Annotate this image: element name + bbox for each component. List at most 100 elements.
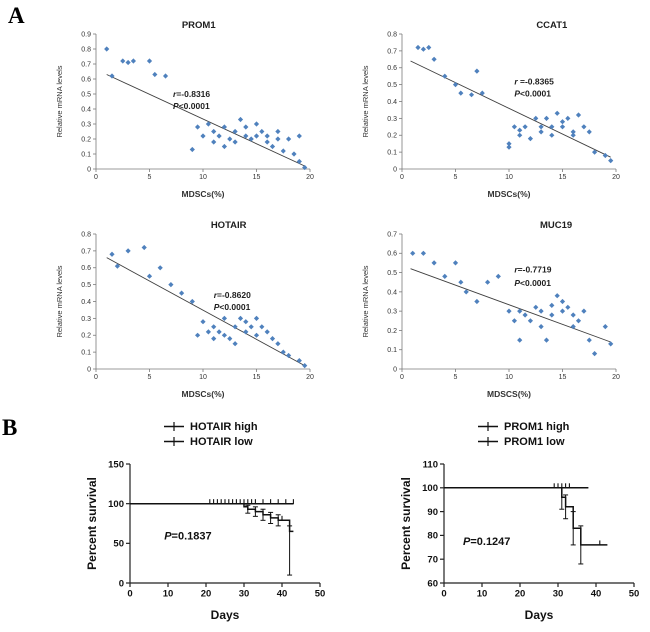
svg-text:10: 10: [505, 374, 513, 381]
p-annotation: P<0.0001: [514, 278, 551, 288]
km_hotair-svg: 0 10 20 30 40 50 0 50 100 150 Days Percent survival…: [85, 421, 326, 622]
svg-text:0.6: 0.6: [81, 265, 91, 272]
svg-text:0.3: 0.3: [81, 316, 91, 323]
km-series-1: [444, 483, 589, 489]
y-axis-label: Relative mRNA levels: [55, 65, 64, 137]
svg-text:0.4: 0.4: [387, 289, 397, 296]
svg-text:0.2: 0.2: [387, 133, 397, 140]
svg-text:0.7: 0.7: [387, 48, 397, 55]
prom1-svg: 0 5 10 15 20 0 0.1 0.2 0.3 0.4 0.5 0.6 0.7 0.8 0.9 MDSC…: [55, 20, 314, 199]
km-hotair-chart: 0 10 20 30 40 50 0 50 100 150 Days Percent survival…: [84, 418, 334, 628]
svg-text:0.3: 0.3: [387, 309, 397, 316]
svg-text:0.6: 0.6: [387, 65, 397, 72]
data-points: [415, 44, 614, 164]
svg-text:0.8: 0.8: [81, 46, 91, 53]
svg-text:20: 20: [306, 174, 314, 181]
r-annotation: r =-0.8365: [514, 77, 554, 87]
svg-text:0: 0: [400, 374, 404, 381]
km_prom1-svg: 0 10 20 30 40 50 60 70 80 90 100 110 Days Percent sur…: [399, 421, 639, 622]
svg-text:0.2: 0.2: [81, 136, 91, 143]
svg-text:0.9: 0.9: [81, 31, 91, 38]
svg-text:0.3: 0.3: [387, 116, 397, 123]
svg-text:0.6: 0.6: [81, 76, 91, 83]
svg-text:0: 0: [400, 174, 404, 181]
panel-b-label: B: [2, 415, 18, 440]
svg-text:50: 50: [113, 539, 124, 550]
survival-grid: 0 10 20 30 40 50 0 50 100 150 Days Percent survival…: [0, 406, 650, 628]
svg-text:0.4: 0.4: [81, 299, 91, 306]
svg-text:90: 90: [427, 507, 438, 518]
svg-text:20: 20: [612, 174, 620, 181]
legend-label: PROM1 low: [504, 436, 565, 448]
km-series-0: [444, 487, 608, 565]
svg-text:0.4: 0.4: [387, 99, 397, 106]
svg-text:0: 0: [87, 166, 91, 173]
svg-text:0.8: 0.8: [387, 31, 397, 38]
y-axis-label: Relative mRNA levels: [55, 265, 64, 337]
ccat1-svg: 0 5 10 15 20 0 0.1 0.2 0.3 0.4 0.5 0.6 0.7 0.8 MDSCs(%…: [361, 20, 620, 199]
data-points: [410, 250, 614, 357]
chart-title: PROM1: [182, 20, 217, 31]
scatter-muc19-chart: 0 5 10 15 20 0 0.1 0.2 0.3 0.4 0.5 0.6 0.7 MDSCS(%) Re…: [358, 216, 628, 406]
scatter-hotair-chart: 0 5 10 15 20 0 0.1 0.2 0.3 0.4 0.5 0.6 0.7 0.8 MDSCs(%…: [52, 216, 322, 406]
svg-text:0.1: 0.1: [81, 151, 91, 158]
p-annotation: P<0.0001: [173, 101, 210, 111]
x-axis-label: Days: [525, 608, 554, 622]
x-axis-label: MDSCs(%): [488, 189, 531, 199]
svg-text:150: 150: [108, 459, 124, 470]
svg-text:0: 0: [127, 589, 132, 600]
svg-text:0: 0: [393, 366, 397, 373]
km-series-1: [130, 499, 294, 505]
svg-text:0.5: 0.5: [387, 82, 397, 89]
scatter-ccat1-chart: 0 5 10 15 20 0 0.1 0.2 0.3 0.4 0.5 0.6 0.7 0.8 MDSCs(%…: [358, 16, 628, 206]
svg-text:100: 100: [422, 483, 438, 494]
legend-label: HOTAIR high: [190, 421, 258, 433]
svg-text:0: 0: [441, 589, 446, 600]
svg-text:80: 80: [427, 531, 438, 542]
svg-text:0.5: 0.5: [81, 282, 91, 289]
svg-text:0.1: 0.1: [81, 350, 91, 357]
svg-text:50: 50: [315, 589, 326, 600]
x-axis-label: MDSCs(%): [182, 189, 225, 199]
km-series-0: [130, 502, 294, 576]
svg-text:30: 30: [553, 589, 564, 600]
data-points: [109, 244, 308, 369]
svg-text:30: 30: [239, 589, 250, 600]
x-axis-label: MDSCs(%): [182, 389, 225, 399]
svg-text:20: 20: [612, 374, 620, 381]
r-annotation: r=-0.7719: [514, 265, 551, 275]
svg-text:40: 40: [591, 589, 602, 600]
svg-text:40: 40: [277, 589, 288, 600]
y-axis-label: Relative mRNA levels: [361, 65, 370, 137]
x-axis-label: MDSCS(%): [487, 389, 531, 399]
svg-text:0.7: 0.7: [387, 231, 397, 238]
y-axis-label: Relative mRNA levels: [361, 265, 370, 337]
svg-text:5: 5: [148, 174, 152, 181]
svg-text:10: 10: [505, 174, 513, 181]
trend-line: [106, 74, 305, 167]
svg-text:10: 10: [163, 589, 174, 600]
hotair-svg: 0 5 10 15 20 0 0.1 0.2 0.3 0.4 0.5 0.6 0.7 0.8 MDSCs(%…: [55, 220, 314, 399]
trend-line: [106, 257, 305, 367]
svg-text:5: 5: [454, 374, 458, 381]
km-prom1-chart: 0 10 20 30 40 50 60 70 80 90 100 110 Days Percent sur…: [398, 418, 648, 628]
trend-line: [410, 268, 611, 343]
svg-text:0: 0: [393, 166, 397, 173]
panel-a-label: A: [8, 3, 25, 28]
svg-text:0.2: 0.2: [81, 333, 91, 340]
r-annotation: r=-0.8620: [214, 290, 251, 300]
panel-b: B 0 10 20 30 40 50 0 50 100 150 Days Percent surviv…: [0, 406, 650, 628]
svg-text:0: 0: [94, 174, 98, 181]
panel-a: A 0 5 10 15 20 0 0.1 0.2 0.3 0.4 0.5 0.6 0.7 0.8 0.9 MD…: [8, 3, 628, 406]
svg-text:0.4: 0.4: [81, 106, 91, 113]
svg-text:0.5: 0.5: [81, 91, 91, 98]
svg-text:70: 70: [427, 555, 438, 566]
legend-label: HOTAIR low: [190, 436, 253, 448]
svg-text:0.5: 0.5: [387, 270, 397, 277]
svg-text:0.3: 0.3: [81, 121, 91, 128]
scatter-prom1-chart: 0 5 10 15 20 0 0.1 0.2 0.3 0.4 0.5 0.6 0.7 0.8 0.9 MDSC…: [52, 16, 322, 206]
svg-text:15: 15: [253, 374, 261, 381]
scatter-grid: 0 5 10 15 20 0 0.1 0.2 0.3 0.4 0.5 0.6 0.7 0.8 0.9 MDSC…: [52, 16, 628, 406]
svg-text:0.6: 0.6: [387, 251, 397, 258]
